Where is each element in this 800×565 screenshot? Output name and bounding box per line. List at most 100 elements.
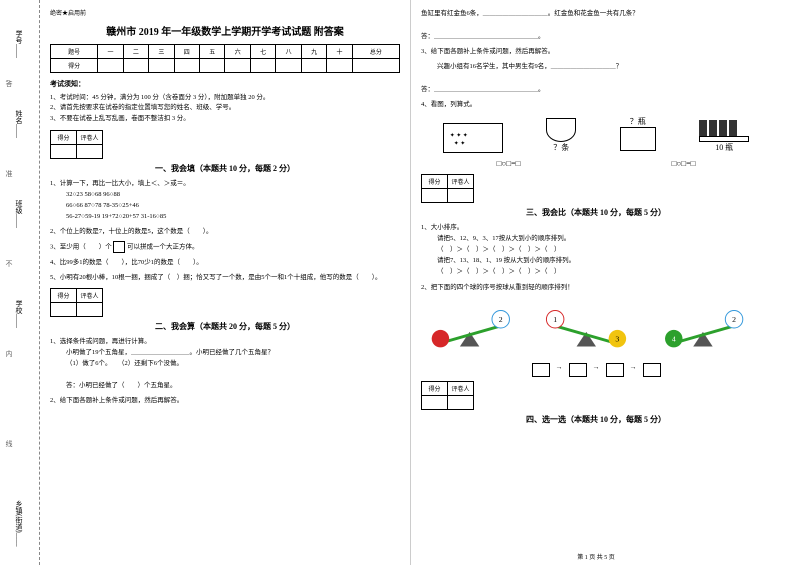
seq-box: [569, 363, 587, 377]
q3a: 3、至少用（ ）个: [50, 244, 112, 251]
fish-qmark: ？条: [546, 142, 576, 153]
binding-marker: 线: [4, 440, 14, 447]
bottle-group: ？瓶: [620, 116, 656, 153]
right-column: 鱼缸里有红金鱼6条，＿＿＿＿＿＿＿＿＿＿。红金鱼和花金鱼一共有几条？ 答：＿＿＿…: [411, 0, 781, 565]
s2r-q3a: 兴趣小组有16名学生，其中男生有9名，＿＿＿＿＿＿＿＿＿＿？: [421, 61, 771, 72]
seq-box: [643, 363, 661, 377]
binding-marker: 准: [4, 170, 14, 177]
ans1: 答：＿＿＿＿＿＿＿＿＿＿＿＿＿＿＿＿。: [421, 31, 771, 42]
eq2: □○□=□: [672, 159, 696, 168]
s2-q1: 1、选择条件或问题，再进行计算。 小明做了19个五角星，＿＿＿＿＿＿＿＿＿。小明…: [50, 336, 400, 391]
score-h: 九: [301, 45, 326, 59]
section-scorebox: 得分评卷人: [421, 381, 474, 410]
fish-scene: ✦ ✦ ✦ ✦ ✦ ？条 ？瓶 10 瓶: [421, 116, 771, 153]
svg-text:4: 4: [672, 334, 676, 343]
instruction-item: 1、考试时间：45 分钟，满分为 100 分（含卷面分 3 分），附加题单独 2…: [50, 93, 400, 103]
score-h: 一: [98, 45, 123, 59]
s2-q1a: 小明做了19个五角星，＿＿＿＿＿＿＿＿＿。小明已经做了几个五角星？: [50, 347, 400, 358]
binding-label: 乡镇(街道)____: [14, 500, 24, 547]
q1-row: 56-27○59-19 19+72○20+57 31-16○85: [50, 211, 400, 222]
score-h: 三: [149, 45, 174, 59]
s3-q1a: 请把5、12、9、3、17按从大到小的顺序排列。: [421, 233, 771, 244]
s2r-q3: 3、给下面各题补上条件或问题，然后再解答。: [421, 46, 771, 57]
ans2: 答：＿＿＿＿＿＿＿＿＿＿＿＿＿＿＿＿。: [421, 84, 771, 95]
left-column: 绝密★启用前 赣州市 2019 年一年级数学上学期开学考试试题 附答案 题号 一…: [40, 0, 410, 565]
box-icon: [620, 127, 656, 151]
score-h: 题号: [51, 45, 98, 59]
tank-group: ✦ ✦ ✦ ✦ ✦: [443, 123, 503, 153]
notice-head: 考试须知：: [50, 79, 400, 89]
ball-label: 2: [499, 315, 503, 324]
section-2-title: 二、我会算（本题共 20 分，每题 5 分）: [50, 321, 400, 332]
q3b: 可以拼成一个大正方体。: [127, 244, 199, 251]
scorebox-c2: 评卷人: [77, 131, 103, 145]
s2-q2: 2、给下面各题补上条件或问题，然后再解答。: [50, 395, 400, 406]
page-footer: 第 1 页 共 5 页: [577, 552, 615, 561]
binding-label: 姓名____: [14, 110, 24, 138]
fish-bowl-icon: [546, 118, 576, 142]
score-h: 总分: [352, 45, 399, 59]
svg-text:1: 1: [553, 315, 557, 324]
exam-instructions: 1、考试时间：45 分钟，满分为 100 分（含卷面分 3 分），附加题单独 2…: [50, 93, 400, 124]
bottles-icon: [699, 120, 749, 136]
score-h: 七: [250, 45, 275, 59]
q1-row: 32○23 58○68 96○88: [50, 189, 400, 200]
s3-q1b: （ ）＞（ ）＞（ ）＞（ ）＞（ ）: [421, 244, 771, 255]
score-h: 十: [327, 45, 352, 59]
scorebox-c1: 得分: [51, 131, 77, 145]
score-h: 八: [276, 45, 301, 59]
s3-q1d: （ ）＞（ ）＞（ ）＞（ ）＞（ ）: [421, 266, 771, 277]
bottles-group: 10 瓶: [699, 120, 749, 153]
section-3-title: 三、我会比（本题共 10 分，每题 5 分）: [421, 207, 771, 218]
q1-text: 1、计算一下，再比一比大小，填上＜、＞或＝。: [50, 178, 400, 189]
section-scorebox: 得分评卷人: [421, 174, 474, 203]
q5: 5、小明有20根小棒，10根一捆，捆成了（ ）捆；恰又写了一个数，是由5个一和1…: [50, 272, 400, 283]
s2-q1b: （1）做了6个。 （2）还剩下6个没做。: [50, 358, 400, 369]
q4: 4、比99多1的数是（ ），比70少1的数是（ ）。: [50, 257, 400, 268]
score-table: 题号 一 二 三 四 五 六 七 八 九 十 总分 得分: [50, 44, 400, 73]
sequence-boxes: → → →: [421, 363, 771, 377]
section-1-title: 一、我会填（本题共 10 分，每题 2 分）: [50, 163, 400, 174]
score-h: 二: [123, 45, 148, 59]
section-4-title: 四、选一选（本题共 10 分，每题 5 分）: [421, 414, 771, 425]
binding-marker: 不: [4, 260, 14, 267]
s3-q1: 1、大小排序。 请把5、12、9、3、17按从大到小的顺序排列。 （ ）＞（ ）…: [421, 222, 771, 277]
binding-margin: 学号____ 答 姓名____ 准 班级____ 不 学校____ 内 线 乡镇…: [0, 0, 40, 565]
svg-text:3: 3: [615, 334, 619, 343]
score-h: 六: [225, 45, 250, 59]
q1-row: 66○66 87○78 78-35○25+46: [50, 200, 400, 211]
s3-q1-text: 1、大小排序。: [421, 222, 771, 233]
eq1: □○□=□: [497, 159, 521, 168]
secret-label: 绝密★启用前: [50, 8, 400, 17]
seesaw-diagram: 2 1 3 4 2: [421, 297, 771, 357]
section-scorebox: 得分评卷人: [50, 288, 103, 317]
equation-row: □○□=□ □○□=□: [421, 159, 771, 168]
binding-marker: 内: [4, 350, 14, 357]
binding-label: 学号____: [14, 30, 24, 58]
s2r-q4: 4、看图，列算式。: [421, 99, 771, 110]
q1: 1、计算一下，再比一比大小，填上＜、＞或＝。 32○23 58○68 96○88…: [50, 178, 400, 222]
s2-q1-ans: 答：小明已经做了（ ）个五角星。: [50, 380, 400, 391]
q2: 2、个位上的数是7，十位上的数是5，这个数是（ ）。: [50, 226, 400, 237]
q3: 3、至少用（ ）个 可以拼成一个大正方体。: [50, 241, 400, 253]
svg-text:2: 2: [732, 315, 736, 324]
bowl-group: ？条: [546, 118, 576, 153]
s2-q1-text: 1、选择条件或问题，再进行计算。: [50, 336, 400, 347]
seq-box: [532, 363, 550, 377]
score-row-label: 得分: [51, 59, 98, 73]
instruction-item: 3、不要在试卷上乱写乱画，卷面不整洁扣 3 分。: [50, 114, 400, 124]
s3-q2: 2、把下面的四个球的序号按球从重到轻的顺序排列！: [421, 282, 771, 293]
s3-q1c: 请把7、13、18、1、19 按从大到小的顺序排列。: [421, 255, 771, 266]
fish-q: 鱼缸里有红金鱼6条，＿＿＿＿＿＿＿＿＿＿。红金鱼和花金鱼一共有几条？: [421, 8, 771, 19]
binding-label: 学校____: [14, 300, 24, 328]
binding-label: 班级____: [14, 200, 24, 228]
score-h: 五: [200, 45, 225, 59]
seq-box: [606, 363, 624, 377]
section-scorebox: 得分评卷人: [50, 130, 103, 159]
cube-icon: [113, 241, 125, 253]
bottle-qmark: ？瓶: [620, 116, 656, 127]
exam-title: 赣州市 2019 年一年级数学上学期开学考试试题 附答案: [50, 23, 400, 38]
score-h: 四: [174, 45, 199, 59]
fish-tank-icon: ✦ ✦ ✦ ✦ ✦: [443, 123, 503, 153]
bottle-count: 10 瓶: [699, 142, 749, 153]
